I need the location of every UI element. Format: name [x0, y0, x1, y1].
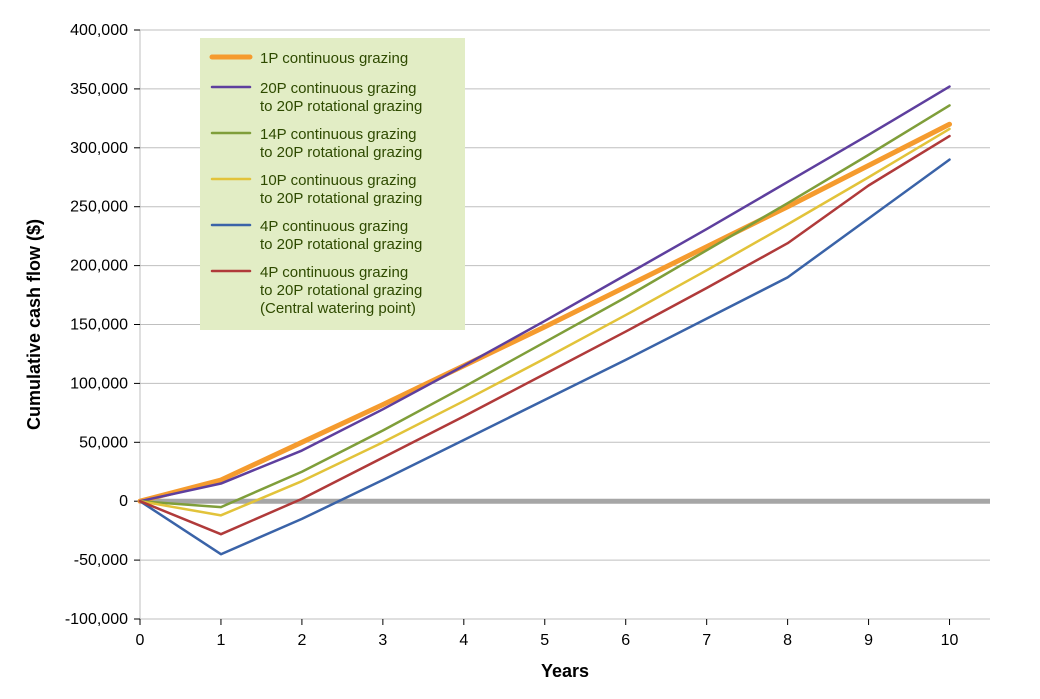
- legend-label: (Central watering point): [260, 300, 416, 317]
- y-tick-label: 250,000: [70, 199, 128, 216]
- legend-label: to 20P rotational grazing: [260, 144, 422, 161]
- x-axis-title: Years: [541, 661, 589, 681]
- x-tick-label: 8: [783, 632, 792, 649]
- x-tick-label: 4: [459, 632, 468, 649]
- legend-label: to 20P rotational grazing: [260, 190, 422, 207]
- legend-label: 10P continuous grazing: [260, 172, 417, 189]
- legend-label: 1P continuous grazing: [260, 50, 408, 67]
- x-tick-label: 10: [941, 632, 959, 649]
- x-tick-label: 7: [702, 632, 711, 649]
- x-tick-label: 2: [297, 632, 306, 649]
- y-tick-label: 300,000: [70, 140, 128, 157]
- x-tick-label: 3: [378, 632, 387, 649]
- y-tick-label: -100,000: [65, 611, 128, 628]
- x-tick-label: 6: [621, 632, 630, 649]
- y-tick-label: 50,000: [79, 434, 128, 451]
- y-tick-label: 350,000: [70, 81, 128, 98]
- legend-label: to 20P rotational grazing: [260, 236, 422, 253]
- y-tick-label: 400,000: [70, 22, 128, 39]
- x-tick-label: 0: [136, 632, 145, 649]
- legend-label: 20P continuous grazing: [260, 80, 417, 97]
- y-tick-label: 200,000: [70, 258, 128, 275]
- legend-label: to 20P rotational grazing: [260, 98, 422, 115]
- legend-label: to 20P rotational grazing: [260, 282, 422, 299]
- legend-label: 4P continuous grazing: [260, 218, 408, 235]
- y-axis-title: Cumulative cash flow ($): [24, 219, 44, 430]
- line-chart: -100,000 -50,000 0 50,000 100,000 150,000 200,…: [0, 0, 1040, 699]
- y-tick-label: -50,000: [74, 552, 128, 569]
- x-tick-label: 5: [540, 632, 549, 649]
- x-tick-label: 1: [216, 632, 225, 649]
- y-tick-label: 0: [119, 493, 128, 510]
- chart-container: -100,000 -50,000 0 50,000 100,000 150,000 200,…: [0, 0, 1040, 699]
- y-tick-label: 150,000: [70, 317, 128, 334]
- x-tick-label: 9: [864, 632, 873, 649]
- legend-label: 14P continuous grazing: [260, 126, 417, 143]
- y-tick-label: 100,000: [70, 375, 128, 392]
- legend-label: 4P continuous grazing: [260, 264, 408, 281]
